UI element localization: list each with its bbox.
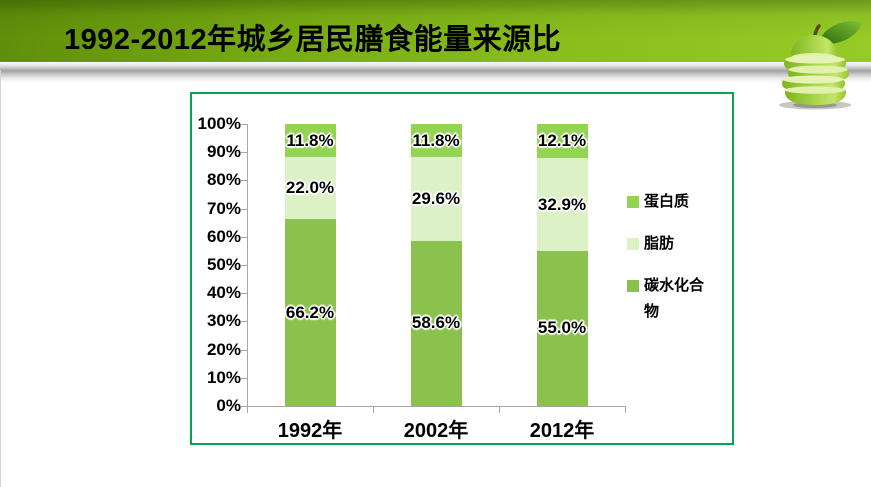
- y-axis-label: 60%: [206, 226, 241, 246]
- y-axis-tick: [241, 124, 247, 125]
- bar-segment: [284, 157, 336, 220]
- bar-segment-label: 66.2%: [285, 302, 335, 322]
- y-axis-tick: [241, 377, 247, 379]
- bar-segment-label: 58.6%: [411, 313, 461, 333]
- bar-segment-label: 22.0%: [285, 178, 335, 198]
- y-axis-tick: [241, 180, 247, 182]
- legend-label: 碳水化合物: [644, 277, 705, 320]
- x-axis-tick: [247, 407, 248, 413]
- y-axis-label: 100%: [197, 114, 241, 133]
- y-axis-tick: [241, 236, 247, 238]
- slide-title: 1992-2012年城乡居民膳食能量来源比: [64, 24, 562, 56]
- legend-label: 脂肪: [644, 235, 675, 252]
- x-axis-tick: [373, 407, 374, 413]
- y-axis-label: 70%: [206, 198, 241, 218]
- bar-segment-label: 11.8%: [286, 130, 334, 150]
- x-axis-tick: [499, 407, 500, 413]
- x-axis-category-label: 2012年: [529, 420, 595, 442]
- y-axis-label: 50%: [206, 255, 241, 274]
- header-divider-strip: [0, 62, 871, 83]
- bar-segment: [410, 157, 462, 241]
- y-axis-label: 20%: [206, 339, 241, 359]
- x-axis-category-label: 2002年: [403, 420, 469, 442]
- bar-segment-label: 55.0%: [537, 318, 587, 338]
- legend-item: 碳水化合物: [627, 273, 727, 325]
- y-axis-label: 10%: [206, 367, 241, 387]
- y-axis-label: 30%: [206, 311, 241, 331]
- slide-left-border: [0, 70, 1, 487]
- x-axis-line: [247, 406, 626, 407]
- y-axis-tick: [241, 152, 247, 154]
- legend: 蛋白质脂肪碳水化合物: [627, 189, 727, 325]
- bar-segment: [536, 124, 588, 159]
- y-axis-label: 0%: [216, 396, 241, 415]
- legend-item: 蛋白质: [627, 189, 727, 215]
- bar-segment: [284, 124, 336, 158]
- bar-segment: [410, 124, 462, 158]
- sliced-apple-icon: [779, 21, 862, 110]
- y-axis-tick: [241, 349, 247, 351]
- y-axis-label: 40%: [206, 283, 241, 303]
- bar-segment-label: 12.1%: [537, 131, 587, 151]
- y-axis-tick: [241, 406, 247, 407]
- legend-swatch-icon: [627, 280, 639, 292]
- y-axis-tick: [241, 208, 247, 210]
- bar-segment: [536, 158, 588, 251]
- bar-segment: [536, 250, 588, 406]
- slide-header-banner: 1992-2012年城乡居民膳食能量来源比: [0, 0, 871, 62]
- stacked-bar-chart: 100% 90% 80% 70% 60% 50% 40% 30% 20% 10% 0% 66.2% 22…: [192, 94, 732, 443]
- bar-segment-label: 29.6%: [411, 189, 461, 208]
- legend-label: 蛋白质: [644, 193, 690, 210]
- x-axis-category-label: 1992年: [277, 420, 343, 442]
- bar-segment: [284, 219, 336, 406]
- bar-segment-label: 11.8%: [412, 130, 460, 150]
- y-axis-label: 90%: [206, 142, 241, 162]
- y-axis-tick: [241, 293, 247, 295]
- y-axis-label: 80%: [206, 170, 241, 190]
- y-axis-line: [247, 124, 248, 407]
- legend-swatch-icon: [627, 238, 639, 250]
- chart-frame: 100% 90% 80% 70% 60% 50% 40% 30% 20% 10% 0% 66.2% 22…: [190, 92, 734, 445]
- x-axis-tick: [625, 407, 626, 413]
- y-axis-tick: [241, 265, 247, 266]
- bar-segment: [410, 240, 462, 406]
- bar-segment-label: 32.9%: [537, 194, 587, 214]
- legend-swatch-icon: [627, 196, 639, 208]
- y-axis-tick: [241, 321, 247, 323]
- legend-item: 脂肪: [627, 231, 727, 257]
